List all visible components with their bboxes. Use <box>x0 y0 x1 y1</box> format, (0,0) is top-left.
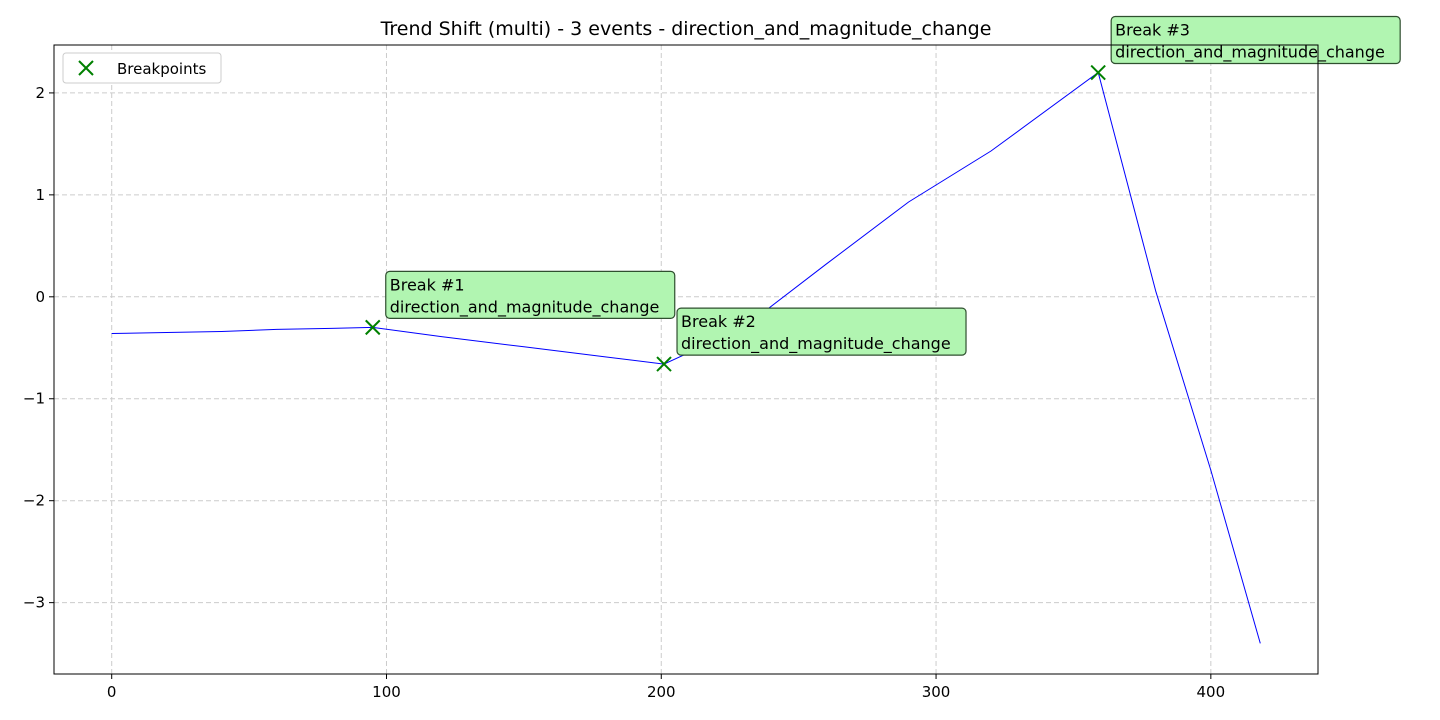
series-line <box>111 71 1261 644</box>
annotation-title: Break #3 <box>1115 21 1190 40</box>
x-axis-ticks: 0 100 200 300 400 <box>107 674 1225 701</box>
legend-marker-x <box>78 60 94 76</box>
breakpoint-marker <box>365 319 381 336</box>
legend-marker <box>78 60 94 76</box>
annotation-type: direction_and_magnitude_change <box>1115 43 1385 63</box>
grid <box>54 45 1318 674</box>
series-layer <box>111 71 1261 644</box>
breakpoint-marker <box>656 356 672 372</box>
y-tick-label: −2 <box>23 492 45 510</box>
annotation-title: Break #1 <box>390 275 465 294</box>
breakpoint-markers <box>365 64 1106 372</box>
annotations: Break #1direction_and_magnitude_changeBr… <box>385 15 1401 356</box>
annotation-box <box>1110 15 1401 65</box>
x-tick-label: 100 <box>372 683 401 701</box>
y-tick-label: 1 <box>35 186 45 204</box>
annotation-box <box>676 307 967 356</box>
legend-label: Breakpoints <box>117 60 206 78</box>
legend: Breakpoints <box>62 52 222 84</box>
annotation-break-3: Break #3 direction_and_magnitude_change <box>1110 15 1401 65</box>
x-tick-label: 0 <box>107 683 117 701</box>
x-tick-label: 400 <box>1197 683 1226 701</box>
annotation-type: direction_and_magnitude_change <box>390 297 660 317</box>
y-tick-label: 2 <box>35 84 45 102</box>
x-tick-label: 300 <box>922 683 951 701</box>
breakpoint-marker <box>1090 64 1106 81</box>
legend-box <box>62 52 222 84</box>
plot-frame <box>53 44 1319 675</box>
y-axis-ticks: −3 −2 −1 0 1 2 <box>23 84 54 612</box>
y-tick-label: −1 <box>23 390 45 408</box>
annotation-title: Break #2 <box>681 312 756 331</box>
x-tick-label: 200 <box>647 683 676 701</box>
annotation-box <box>385 270 676 319</box>
chart-title: Trend Shift (multi) - 3 events - directi… <box>380 18 992 40</box>
annotation-type: direction_and_magnitude_change <box>681 334 951 354</box>
y-tick-label: −3 <box>23 594 45 612</box>
annotation-break-2: Break #2 direction_and_magnitude_change <box>676 307 967 356</box>
annotation-break-1: Break #1 direction_and_magnitude_change <box>385 270 676 319</box>
y-tick-label: 0 <box>35 288 45 306</box>
